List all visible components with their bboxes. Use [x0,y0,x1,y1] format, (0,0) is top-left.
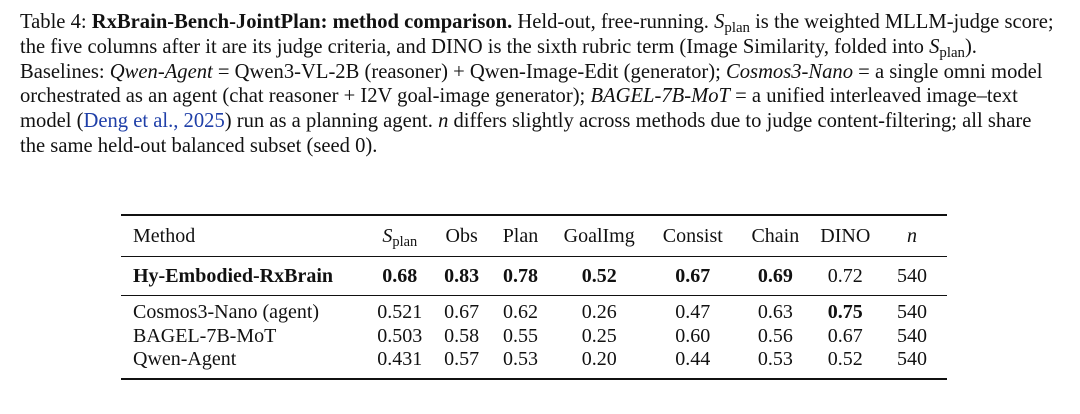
cell-chain: 0.53 [757,348,793,370]
splan-subscript: plan [939,44,965,61]
cell-plan: 0.53 [502,348,538,370]
n-symbol: n [438,110,449,133]
cell-consist: 0.67 [675,264,711,287]
cell-method: Hy-Embodied-RxBrain [133,264,334,287]
cell-dino: 0.72 [827,264,863,287]
header-plan: Plan [502,224,539,247]
cell-method: BAGEL-7B-MoT [133,324,277,347]
caption-text: = Qwen3-VL-2B (reasoner) + Qwen-Image-Ed… [212,60,727,83]
header-chain: Chain [751,224,800,247]
table-header-row: Method Splan Obs Plan GoalImg Consist Ch… [121,215,947,257]
header-n: n [906,224,917,247]
cell-goalimg: 0.20 [581,348,617,370]
cell-splan: 0.431 [377,348,423,370]
cell-dino: 0.52 [827,348,863,370]
caption-text: is the weighted MLLM-judge score; the fi… [20,11,1054,58]
cell-consist: 0.60 [675,324,711,347]
caption-label: Table 4: [20,11,87,33]
table-row: Qwen-Agent 0.431 0.57 0.53 0.20 0.44 0.5… [121,348,947,379]
cell-chain: 0.63 [757,301,793,323]
header-splan-symbol: S [382,224,393,247]
results-table-wrapper: Method Splan Obs Plan GoalImg Consist Ch… [121,214,947,380]
cell-obs: 0.57 [444,348,480,370]
caption-text: = a unified interleaved image–text model… [20,85,1018,133]
splan-symbol: S [929,35,940,58]
splan-symbol: S [714,11,725,33]
cell-plan: 0.62 [502,301,538,323]
cell-n: 540 [896,301,927,323]
caption-text: = a single omni model orchestrated as an… [20,60,1043,108]
cell-method: Cosmos3-Nano (agent) [133,301,320,323]
cell-n: 540 [896,324,927,347]
cell-dino: 0.75 [827,301,863,323]
cell-goalimg: 0.52 [581,264,617,287]
header-dino: DINO [820,224,871,247]
header-goalimg: GoalImg [563,224,635,247]
header-obs: Obs [445,224,478,247]
baseline-name-qwen: Qwen-Agent [109,60,213,83]
caption-text: differs slightly across methods due to j… [20,110,1032,157]
splan-subscript: plan [724,20,750,37]
caption-text: ) run as a planning agent. [224,110,439,133]
cell-chain: 0.69 [757,264,793,287]
cell-consist: 0.47 [675,301,711,323]
header-method: Method [133,224,196,247]
cell-obs: 0.58 [444,324,480,347]
table-caption: Table 4: RxBrain-Bench-JointPlan: method… [20,10,1060,159]
table-row: Hy-Embodied-RxBrain 0.68 0.83 0.78 0.52 … [121,256,947,296]
header-splan-subscript: plan [392,233,418,250]
cell-consist: 0.44 [675,348,711,370]
citation-link[interactable]: Deng et al., 2025 [83,110,225,133]
caption-text: ). Baselines: [20,35,977,83]
header-consist: Consist [662,224,723,247]
cell-chain: 0.56 [757,324,793,347]
caption-title: RxBrain-Bench-JointPlan: method comparis… [91,11,513,33]
table-row: BAGEL-7B-MoT 0.503 0.58 0.55 0.25 0.60 0… [121,324,947,348]
cell-splan: 0.521 [377,301,423,323]
cell-dino: 0.67 [827,324,863,347]
cell-goalimg: 0.26 [581,301,617,323]
header-splan: Splan [367,215,432,257]
table-row: Cosmos3-Nano (agent) 0.521 0.67 0.62 0.2… [121,295,947,325]
cell-splan: 0.68 [382,264,418,287]
cell-obs: 0.67 [444,301,480,323]
cell-goalimg: 0.25 [581,324,617,347]
baseline-name-bagel: BAGEL-7B-MoT [590,85,730,108]
cell-method: Qwen-Agent [133,348,237,370]
cell-obs: 0.83 [444,264,480,287]
cell-plan: 0.78 [502,264,538,287]
cell-n: 540 [896,264,927,287]
cell-splan: 0.503 [377,324,423,347]
results-table: Method Splan Obs Plan GoalImg Consist Ch… [121,214,947,380]
cell-n: 540 [896,348,927,370]
baseline-name-cosmos: Cosmos3-Nano [726,60,854,83]
cell-plan: 0.55 [502,324,538,347]
caption-text: Held-out, free-running. [512,11,715,33]
